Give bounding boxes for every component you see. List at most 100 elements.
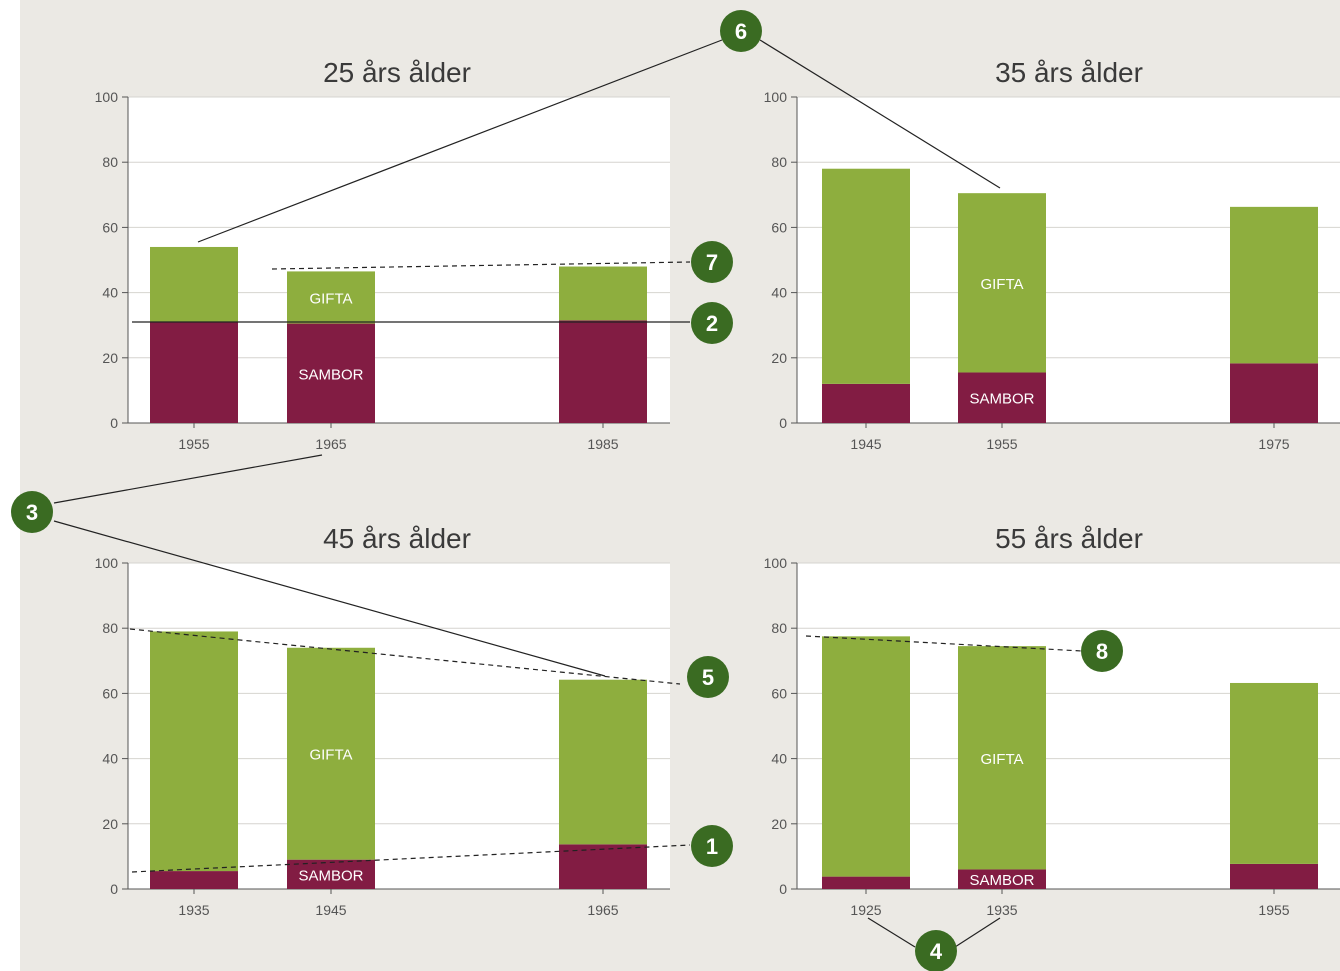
bar-sambor-1945 <box>822 383 910 423</box>
y-tick-label: 0 <box>110 415 118 431</box>
y-tick-label: 100 <box>95 89 119 105</box>
badge-number: 7 <box>706 250 718 275</box>
bar-gifta-1965 <box>559 679 647 845</box>
bar-sambor-1965 <box>559 844 647 889</box>
x-tick-label: 1945 <box>850 436 881 452</box>
y-tick-label: 100 <box>95 555 119 571</box>
annotation-badge-5: 5 <box>687 656 729 698</box>
badge-number: 2 <box>706 311 718 336</box>
chart-panel-1: 25 års ålder 0 20 40 60 80 100 1955 1965 GIFTA SAM… <box>95 57 670 452</box>
annotation-dashed-line-1 <box>271 261 691 270</box>
chart-panel-2: 35 års ålder 0 20 40 60 80 100 1945 1955 GIFTA SAM… <box>764 57 1340 452</box>
x-tick-label: 1935 <box>986 902 1017 918</box>
y-tick-label: 60 <box>771 219 787 235</box>
badge-circle <box>720 10 762 52</box>
badge-circle <box>687 656 729 698</box>
y-tick-label: 100 <box>764 89 788 105</box>
chart-title: 35 års ålder <box>995 57 1143 88</box>
annotation-badge-2: 2 <box>691 302 733 344</box>
bar-gifta-1945 <box>822 168 910 384</box>
badge-number: 4 <box>930 939 943 964</box>
bar-label-gifta: GIFTA <box>980 751 1023 768</box>
x-tick-label: 1935 <box>178 902 209 918</box>
y-tick-label: 40 <box>102 751 118 767</box>
annotation-badge-7: 7 <box>691 241 733 283</box>
bar-gifta-1955 <box>958 193 1046 373</box>
x-tick-label: 1955 <box>178 436 209 452</box>
annotation-badge-3: 3 <box>11 491 53 533</box>
annotation-line-6 <box>867 917 916 948</box>
annotation-dashed-line-2 <box>129 628 681 685</box>
annotation-badge-4: 4 <box>915 930 957 971</box>
y-tick-label: 40 <box>771 751 787 767</box>
bar-label-sambor: SAMBOR <box>298 366 363 383</box>
y-tick-label: 80 <box>102 154 118 170</box>
annotation-badge-8: 8 <box>1081 630 1123 672</box>
bar-sambor-1955 <box>150 321 238 423</box>
x-tick-label: 1955 <box>986 436 1017 452</box>
badge-circle <box>11 491 53 533</box>
x-tick-label: 1985 <box>587 436 618 452</box>
badge-circle <box>915 930 957 971</box>
annotations-layer: 1 2 3 4 5 6 7 8 <box>11 10 1123 971</box>
y-tick-label: 60 <box>102 685 118 701</box>
bar-label-gifta: GIFTA <box>309 747 352 764</box>
bar-sambor-1985 <box>559 320 647 423</box>
bar-label-sambor: SAMBOR <box>969 872 1034 889</box>
y-tick-label: 0 <box>779 881 787 897</box>
annotation-line-3 <box>53 454 323 504</box>
bar-sambor-1965 <box>287 323 375 423</box>
bar-label-sambor: SAMBOR <box>298 867 363 884</box>
badge-circle <box>1081 630 1123 672</box>
y-tick-label: 80 <box>102 620 118 636</box>
bar-gifta-1955 <box>150 246 238 322</box>
bar-gifta-1925 <box>822 636 910 877</box>
bar-gifta-1975 <box>1230 206 1318 364</box>
badge-circle <box>691 302 733 344</box>
y-tick-label: 0 <box>110 881 118 897</box>
badge-circle <box>691 825 733 867</box>
y-tick-label: 60 <box>102 219 118 235</box>
bar-sambor-1945 <box>287 859 375 889</box>
y-tick-label: 100 <box>764 555 788 571</box>
x-tick-label: 1965 <box>315 436 346 452</box>
badge-number: 5 <box>702 665 714 690</box>
y-tick-label: 60 <box>771 685 787 701</box>
x-tick-label: 1925 <box>850 902 881 918</box>
bar-sambor-1955 <box>1230 863 1318 889</box>
bar-gifta-1985 <box>559 266 647 321</box>
annotation-dashed-line-3 <box>131 844 691 873</box>
bar-sambor-1935 <box>150 871 238 889</box>
bar-sambor-1935 <box>958 869 1046 889</box>
bar-label-sambor: SAMBOR <box>969 391 1034 408</box>
badge-number: 8 <box>1096 639 1108 664</box>
bar-gifta-1955 <box>1230 682 1318 864</box>
bar-sambor-1925 <box>822 876 910 889</box>
badge-number: 3 <box>26 500 38 525</box>
bar-gifta-1935 <box>150 631 238 872</box>
x-tick-label: 1975 <box>1258 436 1289 452</box>
y-tick-label: 80 <box>771 620 787 636</box>
y-tick-label: 20 <box>771 350 787 366</box>
bar-gifta-1935 <box>958 646 1046 870</box>
x-tick-label: 1965 <box>587 902 618 918</box>
y-tick-label: 20 <box>771 816 787 832</box>
annotation-badge-1: 1 <box>691 825 733 867</box>
annotation-line-4 <box>53 520 606 677</box>
bar-sambor-1975 <box>1230 363 1318 423</box>
y-tick-label: 80 <box>771 154 787 170</box>
chart-title: 25 års ålder <box>323 57 471 88</box>
y-tick-label: 40 <box>771 285 787 301</box>
bar-sambor-1955 <box>958 372 1046 423</box>
y-tick-label: 0 <box>779 415 787 431</box>
bar-label-gifta: GIFTA <box>309 290 352 307</box>
annotation-dashed-line-4 <box>805 635 1083 652</box>
y-tick-label: 20 <box>102 350 118 366</box>
chart-panel-3: 45 års ålder 0 20 40 60 80 100 1935 1945 GIFTA SAM… <box>95 523 670 918</box>
annotation-badge-6: 6 <box>720 10 762 52</box>
badge-number: 1 <box>706 834 718 859</box>
chart-panel-4: 55 års ålder 0 20 40 60 80 100 1925 1935 GIFTA SAM… <box>764 523 1340 918</box>
annotation-line-2 <box>759 39 1001 189</box>
